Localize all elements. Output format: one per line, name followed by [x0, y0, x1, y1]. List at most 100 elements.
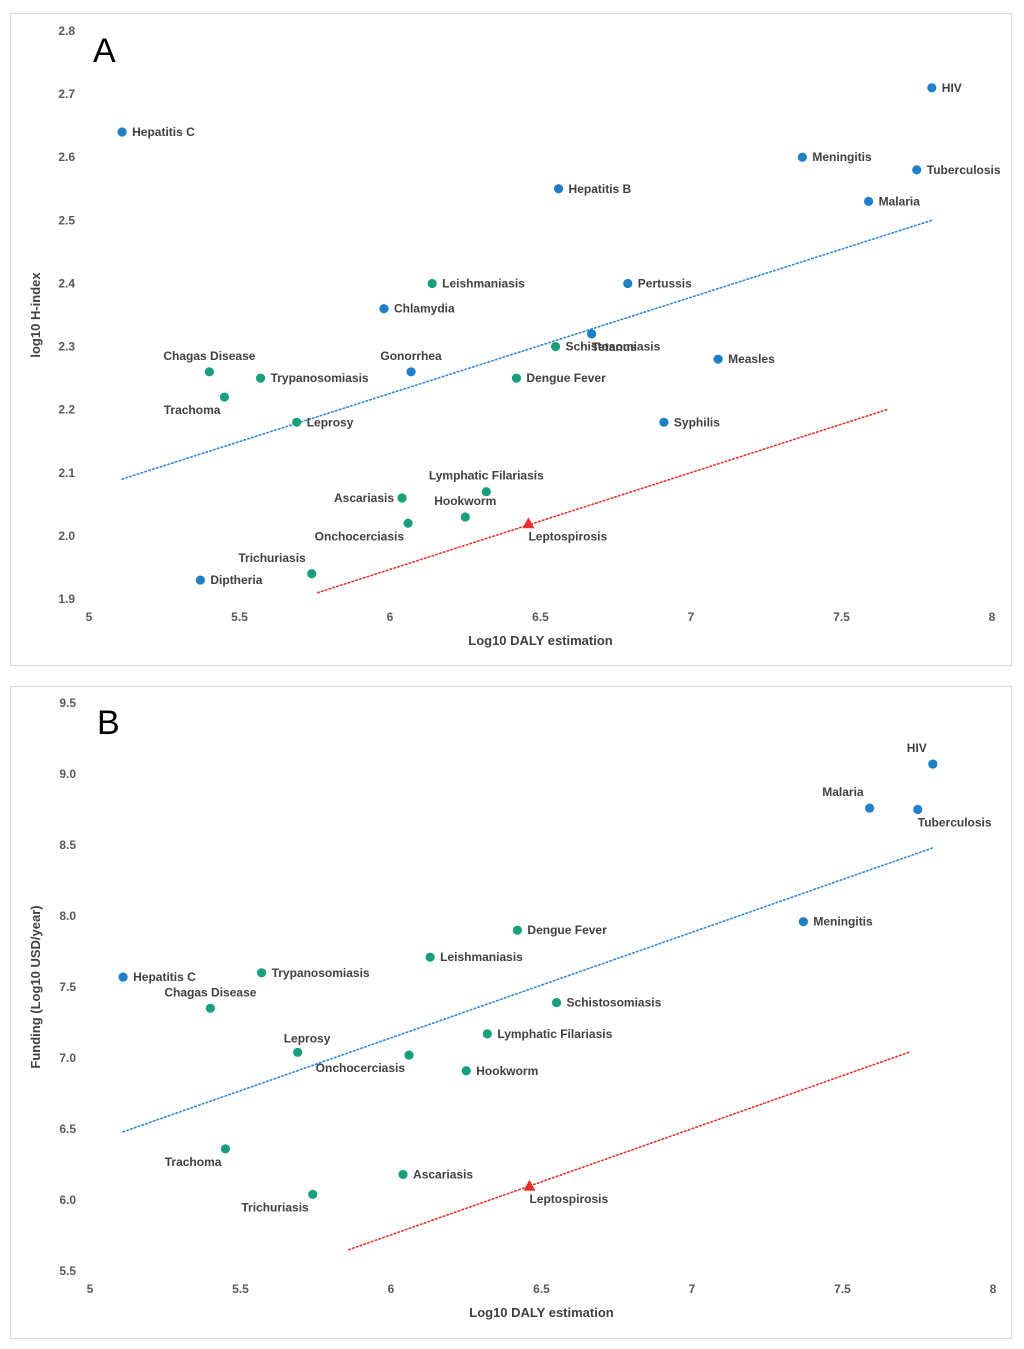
point-label-malaria: Malaria — [822, 785, 864, 799]
point-label-trachoma: Trachoma — [164, 403, 221, 417]
point-trichuriasis — [308, 1189, 318, 1199]
point-chagas-disease — [204, 367, 214, 377]
point-leprosy — [292, 417, 302, 427]
point-label-lymphatic-filariasis: Lymphatic Filariasis — [497, 1027, 612, 1041]
y-tick-label: 5.5 — [59, 1264, 76, 1278]
point-onchocerciasis — [403, 518, 413, 528]
x-tick-label: 5.5 — [231, 610, 248, 624]
x-tick-label: 8 — [990, 1282, 997, 1296]
blue-trendline — [121, 219, 933, 480]
point-label-schistosomiasis: Schistosomiasis — [567, 996, 662, 1010]
point-label-tuberculosis: Tuberculosis — [918, 816, 992, 830]
point-label-leptospirosis: Leptospirosis — [529, 1192, 608, 1206]
x-tick-label: 6.5 — [533, 1282, 550, 1296]
point-tuberculosis — [913, 804, 923, 815]
point-label-chagas-disease: Chagas Disease — [163, 349, 255, 363]
y-tick-label: 2.7 — [58, 87, 75, 101]
point-label-trachoma: Trachoma — [165, 1155, 222, 1169]
point-label-hepatitis-c: Hepatitis C — [132, 125, 195, 139]
point-label-meningitis: Meningitis — [812, 150, 872, 164]
point-leptospirosis — [522, 517, 535, 529]
point-label-onchocerciasis: Onchocerciasis — [316, 1061, 406, 1075]
point-lymphatic-filariasis — [481, 487, 491, 497]
x-axis-title: Log10 DALY estimation — [468, 633, 613, 648]
point-chagas-disease — [205, 1003, 215, 1013]
point-label-chlamydia: Chlamydia — [394, 302, 455, 316]
point-label-hookworm: Hookworm — [476, 1064, 538, 1078]
x-tick-label: 7.5 — [834, 1282, 851, 1296]
y-tick-label: 8.5 — [59, 838, 76, 852]
point-label-leishmaniasis: Leishmaniasis — [440, 950, 523, 964]
y-tick-label: 2.5 — [58, 213, 75, 227]
point-trypanosomiasis — [256, 968, 267, 978]
point-hepatitis-b — [553, 184, 564, 194]
point-label-hepatitis-b: Hepatitis B — [569, 182, 632, 196]
x-tick-label: 7.5 — [833, 610, 850, 624]
point-meningitis — [797, 152, 807, 162]
y-axis-title: log10 H-index — [28, 272, 43, 358]
x-tick-label: 8 — [989, 610, 996, 624]
x-tick-label: 6 — [387, 610, 394, 624]
red-trendline — [316, 408, 888, 594]
point-label-lymphatic-filariasis: Lymphatic Filariasis — [429, 469, 544, 483]
point-dengue-fever — [512, 925, 523, 935]
point-hookworm — [460, 512, 470, 522]
point-pertussis — [623, 278, 633, 289]
point-label-ascariasis: Ascariasis — [334, 491, 394, 505]
point-tuberculosis — [912, 165, 922, 175]
point-label-dengue-fever: Dengue Fever — [526, 371, 606, 385]
point-label-onchocerciasis: Onchocerciasis — [315, 529, 405, 543]
point-label-measles: Measles — [728, 352, 775, 366]
panel-letter: B — [97, 704, 120, 742]
point-trypanosomiasis — [255, 373, 266, 383]
x-axis-title: Log10 DALY estimation — [469, 1305, 614, 1320]
point-label-gonorrhea: Gonorrhea — [380, 349, 442, 363]
point-measles — [713, 354, 723, 364]
y-tick-label: 2.4 — [58, 276, 75, 290]
y-tick-label: 2.0 — [58, 529, 75, 543]
point-label-hiv: HIV — [907, 741, 927, 755]
point-label-syphilis: Syphilis — [674, 415, 720, 429]
point-label-meningitis: Meningitis — [813, 915, 873, 929]
point-chlamydia — [379, 304, 389, 314]
point-label-leprosy: Leprosy — [284, 1031, 331, 1045]
x-tick-label: 5 — [86, 610, 93, 624]
x-tick-label: 7 — [689, 1282, 696, 1296]
x-tick-label: 6.5 — [532, 610, 549, 624]
point-label-pertussis: Pertussis — [638, 276, 692, 290]
y-tick-label: 6.5 — [59, 1122, 76, 1136]
point-label-trypanosomiasis: Trypanosomiasis — [271, 371, 369, 385]
y-axis-title: Funding (Log10 USD/year) — [28, 905, 43, 1068]
point-hepatitis-c — [118, 972, 128, 982]
point-ascariasis — [398, 1169, 408, 1180]
point-malaria — [863, 196, 874, 206]
x-tick-label: 5.5 — [232, 1282, 249, 1296]
point-label-leishmaniasis: Leishmaniasis — [442, 276, 525, 290]
point-leprosy — [293, 1047, 303, 1057]
y-tick-label: 7.5 — [59, 980, 76, 994]
y-tick-label: 6.0 — [59, 1193, 76, 1207]
point-label-trichuriasis: Trichuriasis — [241, 1200, 309, 1214]
point-hiv — [928, 759, 938, 769]
point-hookworm — [461, 1066, 471, 1076]
point-tetanus — [587, 329, 597, 339]
y-tick-label: 9.5 — [59, 696, 76, 710]
point-label-chagas-disease: Chagas Disease — [164, 985, 256, 999]
point-meningitis — [798, 917, 808, 927]
y-tick-label: 9.0 — [59, 767, 76, 781]
point-leptospirosis — [523, 1179, 536, 1191]
chart-panel-a: A 5 5.5 6 6.5 7 7.5 8 1.9 2.0 2.1 2.2 2.3 2.4 2.5 2.6 2.… — [10, 13, 1012, 666]
x-tick-label: 7 — [688, 610, 695, 624]
point-schistosomiasis — [551, 998, 562, 1008]
point-label-leprosy: Leprosy — [307, 415, 354, 429]
point-diptheria — [195, 575, 205, 585]
point-trachoma — [219, 392, 230, 402]
point-ascariasis — [397, 493, 407, 503]
point-malaria — [864, 803, 875, 813]
chart-a-svg: A 5 5.5 6 6.5 7 7.5 8 1.9 2.0 2.1 2.2 2.3 2.4 2.5 2.6 2.… — [28, 24, 1001, 648]
point-label-schistosomiasis: Schistosomiasis — [566, 340, 661, 354]
x-tick-label: 6 — [388, 1282, 395, 1296]
y-tick-label: 2.8 — [58, 24, 75, 38]
point-label-malaria: Malaria — [879, 194, 921, 208]
point-onchocerciasis — [404, 1050, 414, 1060]
